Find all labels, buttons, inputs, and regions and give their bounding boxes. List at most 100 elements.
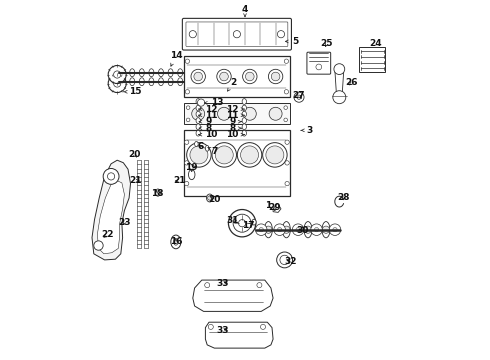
Ellipse shape	[178, 78, 183, 86]
Circle shape	[186, 106, 190, 109]
Circle shape	[114, 80, 121, 87]
Polygon shape	[193, 280, 273, 311]
Text: 9: 9	[199, 117, 212, 126]
Text: 8: 8	[229, 123, 241, 132]
Text: 11: 11	[199, 111, 217, 120]
Circle shape	[220, 72, 228, 81]
Circle shape	[185, 140, 189, 144]
Circle shape	[185, 59, 190, 63]
Text: 14: 14	[170, 50, 182, 66]
Text: 20: 20	[128, 150, 141, 159]
Circle shape	[263, 143, 287, 167]
FancyBboxPatch shape	[307, 52, 331, 74]
FancyBboxPatch shape	[182, 18, 292, 50]
Ellipse shape	[265, 222, 272, 238]
Text: 24: 24	[369, 40, 382, 49]
Circle shape	[297, 95, 301, 99]
Circle shape	[261, 324, 266, 329]
Bar	[360, 47, 386, 72]
Circle shape	[185, 181, 189, 186]
Ellipse shape	[171, 235, 181, 249]
Text: 21: 21	[173, 176, 186, 185]
Ellipse shape	[322, 222, 330, 238]
Text: 8: 8	[199, 123, 212, 132]
Ellipse shape	[178, 69, 183, 77]
Ellipse shape	[242, 130, 246, 136]
Text: 1: 1	[265, 202, 271, 210]
Ellipse shape	[139, 69, 145, 77]
Circle shape	[311, 224, 322, 235]
Text: 31: 31	[226, 216, 239, 225]
Text: 25: 25	[320, 40, 333, 49]
Circle shape	[187, 143, 211, 167]
Text: 32: 32	[285, 257, 297, 266]
Text: 13: 13	[204, 99, 223, 108]
Ellipse shape	[196, 124, 200, 130]
Ellipse shape	[149, 69, 154, 77]
Ellipse shape	[252, 219, 256, 225]
Circle shape	[237, 143, 262, 167]
Circle shape	[269, 69, 283, 84]
Ellipse shape	[196, 105, 200, 111]
Circle shape	[322, 226, 330, 233]
Circle shape	[107, 173, 115, 180]
Circle shape	[285, 161, 289, 165]
Circle shape	[316, 64, 321, 70]
Circle shape	[218, 107, 230, 120]
Polygon shape	[92, 160, 130, 260]
Ellipse shape	[174, 239, 178, 245]
Text: 27: 27	[293, 91, 305, 100]
Text: 26: 26	[345, 78, 358, 87]
Ellipse shape	[130, 78, 135, 86]
Bar	[184, 56, 290, 97]
Circle shape	[333, 91, 346, 104]
Circle shape	[257, 283, 262, 288]
Text: 29: 29	[269, 202, 281, 211]
Polygon shape	[205, 322, 273, 348]
Circle shape	[266, 146, 284, 164]
Circle shape	[197, 99, 205, 106]
Circle shape	[239, 220, 245, 227]
Circle shape	[265, 226, 272, 233]
Text: 17: 17	[242, 221, 255, 230]
Ellipse shape	[206, 194, 213, 202]
Ellipse shape	[189, 170, 195, 180]
Circle shape	[103, 168, 119, 184]
Text: 19: 19	[185, 163, 198, 172]
Ellipse shape	[196, 130, 200, 136]
Ellipse shape	[242, 99, 246, 104]
Ellipse shape	[158, 78, 164, 86]
Circle shape	[334, 64, 345, 75]
Ellipse shape	[196, 99, 200, 104]
Circle shape	[277, 228, 282, 232]
Bar	[184, 103, 290, 124]
Ellipse shape	[196, 111, 200, 117]
Ellipse shape	[304, 222, 312, 238]
Bar	[184, 130, 290, 196]
Ellipse shape	[242, 124, 246, 130]
Ellipse shape	[195, 141, 198, 147]
Text: 28: 28	[338, 193, 350, 202]
Ellipse shape	[158, 69, 164, 77]
Circle shape	[333, 228, 337, 232]
Circle shape	[274, 224, 285, 235]
Circle shape	[245, 72, 254, 81]
Circle shape	[191, 69, 205, 84]
Text: 3: 3	[301, 126, 313, 135]
Ellipse shape	[205, 145, 209, 151]
Text: 30: 30	[296, 226, 309, 235]
Circle shape	[294, 92, 304, 102]
Circle shape	[108, 75, 126, 93]
Text: 9: 9	[229, 117, 241, 126]
Polygon shape	[98, 181, 124, 254]
Circle shape	[259, 228, 263, 232]
Circle shape	[186, 118, 190, 122]
Ellipse shape	[155, 189, 160, 196]
Circle shape	[280, 255, 289, 265]
Ellipse shape	[242, 111, 246, 117]
Ellipse shape	[168, 69, 173, 77]
Text: 2: 2	[227, 78, 237, 91]
Circle shape	[244, 107, 256, 120]
Circle shape	[185, 161, 189, 165]
Circle shape	[190, 146, 208, 164]
